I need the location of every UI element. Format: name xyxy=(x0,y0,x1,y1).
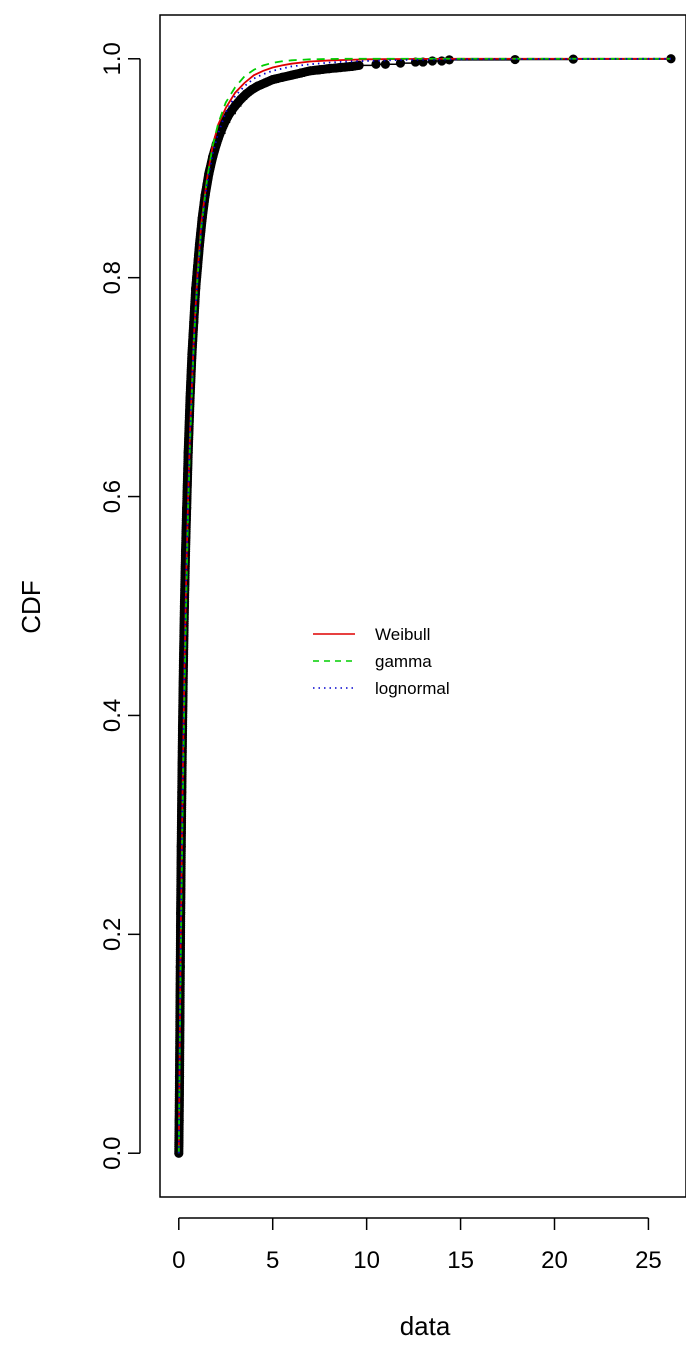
empirical-point xyxy=(444,55,454,65)
x-tick-label: 20 xyxy=(541,1247,568,1274)
x-axis: 0 5 10 15 20 25 xyxy=(172,1217,662,1274)
empirical-point xyxy=(371,59,381,69)
empirical-points xyxy=(174,54,676,1158)
legend-label-gamma: gamma xyxy=(375,652,432,671)
legend-label-weibull: Weibull xyxy=(375,625,430,644)
y-tick-label: 0.8 xyxy=(99,261,126,294)
y-tick-label: 0.6 xyxy=(99,480,126,513)
y-tick-label: 0.4 xyxy=(99,699,126,732)
x-tick-label: 5 xyxy=(266,1247,279,1274)
legend-label-lognormal: lognormal xyxy=(375,679,450,698)
x-tick-label: 15 xyxy=(447,1247,474,1274)
y-tick-label: 1.0 xyxy=(99,42,126,75)
x-tick-label: 10 xyxy=(353,1247,380,1274)
x-axis-label: data xyxy=(400,1311,451,1341)
empirical-point xyxy=(354,60,364,70)
y-axis-label: CDF xyxy=(16,580,46,633)
empirical-point xyxy=(380,59,391,69)
empirical-point xyxy=(427,56,437,66)
x-tick-label: 25 xyxy=(635,1247,662,1274)
empirical-point xyxy=(395,58,406,68)
y-tick-label: 0.0 xyxy=(99,1137,126,1170)
x-tick-label: 0 xyxy=(172,1247,185,1274)
y-axis: 0.0 0.2 0.4 0.6 0.8 1.0 xyxy=(99,42,141,1170)
plot-frame xyxy=(159,14,686,1198)
series-line-lognormal xyxy=(177,57,671,1154)
legend: Weibull gamma lognormal xyxy=(313,625,450,698)
series-line-gamma xyxy=(177,57,671,1154)
fitted-curves xyxy=(177,57,671,1154)
y-tick-label: 0.2 xyxy=(99,918,126,951)
